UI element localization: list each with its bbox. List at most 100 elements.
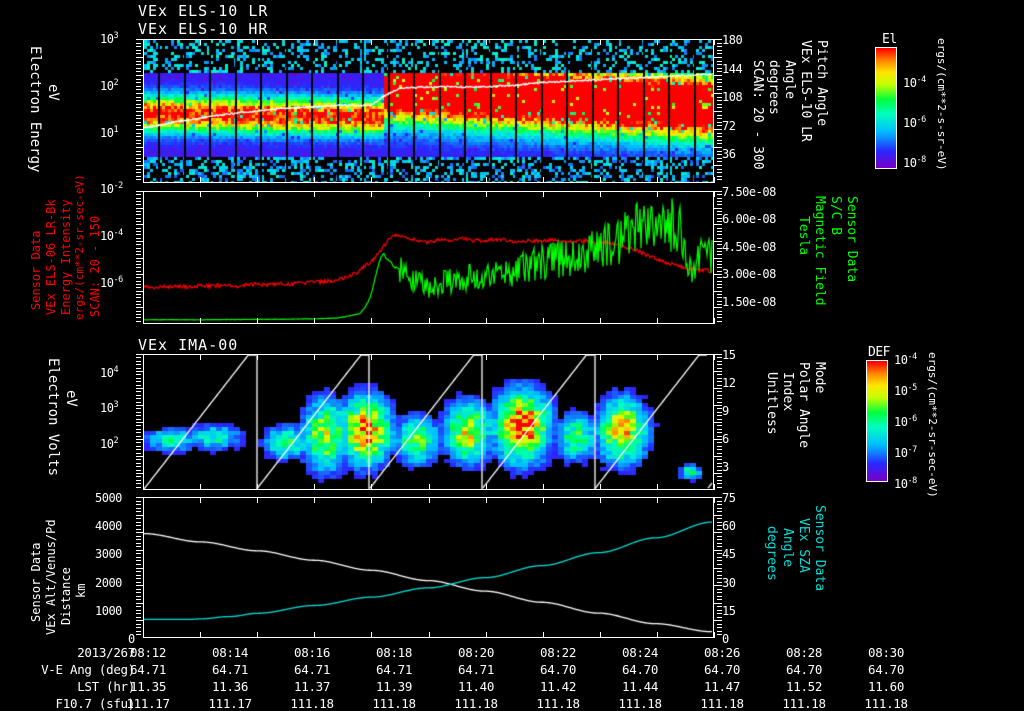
panel2-rtick-150: 1.50e-08 [722,295,776,309]
axis-tick [714,129,722,130]
panel2-ytick-m2: 10-2 [100,181,123,196]
axis-tick [717,599,722,600]
axis-tick [136,307,144,308]
axis-tick [136,129,144,130]
panel2-right-axis-label-4: Tesla [796,216,811,306]
axis-xtick [657,39,658,45]
axis-xtick [429,354,430,360]
axis-tick [136,248,141,249]
panel4-right-axis-label-3: Angle [780,528,795,608]
axis-tick [136,631,141,632]
axis-tick [136,624,141,625]
axis-xtick [657,497,658,503]
axis-tick [717,631,722,632]
axis-xtick [486,497,487,503]
axis-tick [136,317,141,318]
panel2-left-axis-label-1-text: Sensor Data [29,230,43,310]
panel2-rtick-600: 6.00e-08 [722,212,776,226]
axis-tick [136,361,141,362]
axis-tick [136,522,141,523]
table-row-label-3: F10.7 (sfu) [55,696,136,711]
panel2-left-axis-label-3: Energy Intensity [59,195,73,315]
axis-xtick [486,39,487,45]
axis-tick [136,291,144,292]
panel2-plot-frame[interactable] [143,191,714,324]
panel1-left-axis-unit-text: eV [45,84,61,101]
panel3-plot-frame[interactable] [143,354,714,490]
panel4-left-axis-unit-text: km [74,583,88,598]
axis-tick [717,483,722,484]
axis-tick [136,487,141,488]
axis-tick [717,284,722,285]
panel3-cbtick-m6-base: 10 [894,415,908,429]
axis-xtick [429,632,430,638]
axis-tick [714,532,722,533]
axis-tick [136,432,141,433]
panel4-left-axis-label-2: VEx Alt/Venus/Pd [44,500,58,635]
axis-xtick [371,39,372,45]
panel1-plot-frame[interactable] [143,39,714,183]
axis-xtick [486,632,487,638]
axis-xtick [314,354,315,360]
axis-tick [717,557,722,558]
axis-tick [136,115,141,116]
axis-tick [714,515,722,516]
axis-xtick [314,484,315,490]
panel4-rtick-75: 75 [722,491,736,505]
panel2-right-axis-label-1-text: Sensor Data [844,196,859,283]
axis-tick [136,571,141,572]
axis-xtick [543,632,544,638]
axis-tick [136,64,141,65]
axis-tick [136,258,144,259]
axis-tick [136,104,141,105]
axis-xtick [486,354,487,360]
axis-tick [136,143,141,144]
axis-xtick [429,177,430,183]
panel4-plot-frame[interactable] [143,497,714,638]
axis-xtick [600,39,601,45]
panel3-rtick-9: 9 [722,404,729,418]
panel1-ytick-2-base: 10 [100,79,114,93]
panel3-right-axis-label-2-text: Polar Angle [796,362,811,449]
axis-tick [717,487,722,488]
axis-tick [717,571,722,572]
axis-tick [136,314,141,315]
axis-tick [714,274,722,275]
axis-tick [136,449,141,450]
panel4-ytick-4000: 4000 [95,519,122,533]
axis-xtick [257,632,258,638]
axis-xtick [257,39,258,45]
axis-tick [717,560,722,561]
axis-tick [717,504,722,505]
axis-tick [136,251,141,252]
axis-tick [714,439,722,440]
axis-tick [717,154,722,155]
axis-tick [136,79,141,80]
axis-tick [136,419,141,420]
panel1-cbtick-m8-exp: -8 [916,155,926,165]
axis-tick [714,405,722,406]
axis-xtick [371,191,372,197]
axis-tick [136,224,144,225]
axis-tick [717,214,722,215]
axis-xtick [543,497,544,503]
axis-xtick [657,191,658,197]
axis-tick [136,368,141,369]
axis-tick [714,388,722,389]
axis-xtick [486,484,487,490]
axis-tick [714,456,722,457]
axis-tick [714,550,722,551]
axis-xtick [657,318,658,324]
panel2-right-axis-label-2: S/C B [828,196,843,306]
axis-tick [136,529,141,530]
panel3-spectrogram-canvas [144,355,713,489]
axis-tick [717,158,722,159]
panel1-right-axis-sublabel-3-text: SCAN: 20 - 300 [750,60,765,170]
axis-tick [717,251,722,252]
axis-xtick [200,39,201,45]
axis-tick [136,176,141,177]
axis-xtick [714,484,715,490]
axis-tick [136,439,144,440]
axis-tick [717,314,722,315]
panel1-cbtick-m4-exp: -4 [916,75,926,85]
